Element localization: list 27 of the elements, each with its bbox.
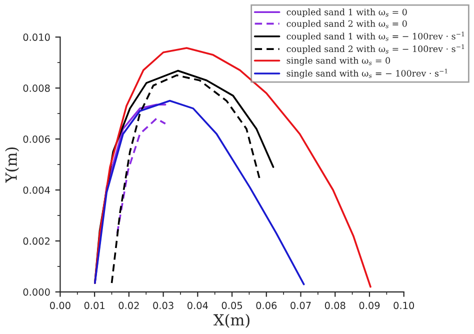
x-tick-label: 0.01 xyxy=(84,302,104,310)
x-tick-label: 0.09 xyxy=(359,302,380,310)
x-tick-label: 0.02 xyxy=(118,302,139,310)
y-tick-label: 0.004 xyxy=(23,186,50,194)
line-series xyxy=(94,100,305,286)
legend-label: single sand with ω$_{s}$ = − 100rev · s$^{−1}$ xyxy=(286,68,448,78)
x-tick-label: 0.03 xyxy=(153,302,174,310)
x-tick-label: 0.07 xyxy=(290,302,311,310)
y-tick-label: 0.000 xyxy=(23,288,50,296)
y-tick-label: 0.002 xyxy=(23,237,50,245)
legend-label: coupled sand 1 with ω$_{s}$ = 0 xyxy=(286,8,407,18)
y-tick-label: 0.008 xyxy=(23,84,50,92)
x-tick-label: 0.05 xyxy=(222,302,242,310)
x-axis-title: X(m) xyxy=(213,314,250,328)
x-tick-label: 0.04 xyxy=(187,302,208,310)
legend-label: coupled sand 2 with ω$_{s}$ = 0 xyxy=(286,20,407,29)
legend-label: coupled sand 1 with ω$_{s}$ = − 100rev · s$^{−1}$ xyxy=(286,32,464,42)
legend-label: coupled sand 2 with ω$_{s}$ = − 100rev · s$^{−1}$ xyxy=(286,44,464,54)
y-axis-title: Y(m) xyxy=(5,147,20,183)
x-tick-label: 0.08 xyxy=(324,302,346,310)
x-tick-label: 0.06 xyxy=(256,302,277,310)
x-tick-label: 0.10 xyxy=(394,302,414,310)
y-tick-label: 0.006 xyxy=(23,135,50,143)
legend-label: single sand with ω$_{s}$ = 0 xyxy=(286,57,390,66)
y-tick-label: 0.010 xyxy=(23,34,50,41)
line-series xyxy=(116,118,166,234)
x-tick-label: 0.00 xyxy=(50,302,70,310)
